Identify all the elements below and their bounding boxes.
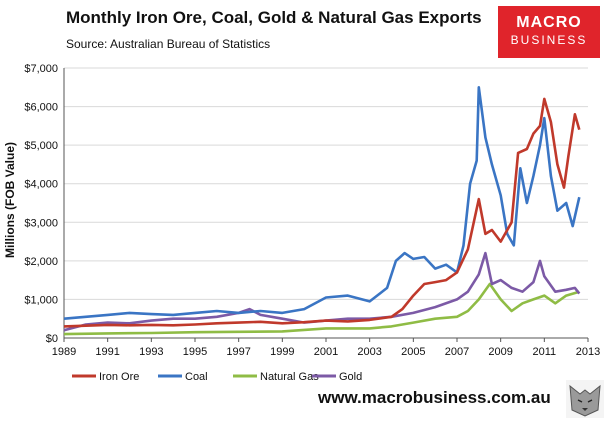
legend-label: Iron Ore — [99, 371, 139, 383]
x-tick-label: 1993 — [139, 346, 163, 358]
legend-label: Natural Gas — [260, 371, 319, 383]
logo-line-2: BUSINESS — [510, 33, 588, 47]
y-tick-label: $5,000 — [24, 140, 58, 152]
y-axis-label: Millions (FOB Value) — [3, 142, 17, 258]
series-line-iron-ore — [63, 97, 581, 328]
legend: Iron Ore Coal Natural Gas Gold — [72, 371, 362, 383]
y-tick-label: $6,000 — [24, 102, 58, 114]
tick-labels: $0 $1,000 $2,000 $3,000 $4,000 $5,000 $6,000 $7… — [24, 63, 600, 358]
y-tick-label: $2,000 — [24, 256, 58, 268]
x-tick-label: 1991 — [95, 346, 119, 358]
x-tick-label: 1989 — [52, 346, 76, 358]
x-tick-label: 1995 — [183, 346, 207, 358]
x-tick-label: 2007 — [445, 346, 469, 358]
x-tick-label: 2011 — [533, 346, 557, 358]
series-lines — [63, 86, 581, 336]
brand-logo: MACRO BUSINESS — [498, 6, 600, 58]
x-tick-label: 1997 — [226, 346, 250, 358]
x-tick-label: 1999 — [270, 346, 294, 358]
chart-source: Source: Australian Bureau of Statistics — [66, 37, 271, 51]
x-tick-label: 2013 — [576, 346, 600, 358]
series-line-coal — [63, 86, 581, 320]
y-tick-label: $7,000 — [24, 63, 58, 75]
website-url: www.macrobusiness.com.au — [318, 388, 551, 407]
x-tick-label: 2005 — [401, 346, 425, 358]
x-tick-label: 2003 — [357, 346, 381, 358]
legend-label: Gold — [339, 371, 362, 383]
y-tick-label: $1,000 — [24, 294, 58, 306]
x-tick-label: 2001 — [314, 346, 338, 358]
legend-label: Coal — [185, 371, 208, 383]
logo-line-1: MACRO — [516, 14, 582, 31]
series-line-natural-gas — [63, 282, 580, 336]
y-tick-label: $4,000 — [24, 179, 58, 191]
wolf-mascot-icon — [566, 380, 604, 418]
series-line-gold — [63, 251, 581, 332]
y-tick-label: $3,000 — [24, 217, 58, 229]
chart-title: Monthly Iron Ore, Coal, Gold & Natural G… — [66, 8, 482, 27]
y-tick-label: $0 — [46, 333, 58, 345]
axes — [63, 68, 589, 342]
x-tick-label: 2009 — [488, 346, 512, 358]
